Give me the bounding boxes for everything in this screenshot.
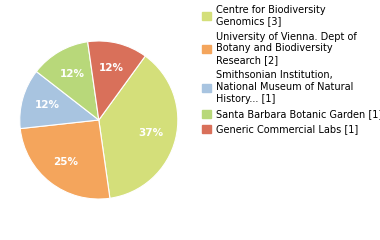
Legend: Centre for Biodiversity
Genomics [3], University of Vienna. Dept of
Botany and B: Centre for Biodiversity Genomics [3], Un… [203,5,380,134]
Wedge shape [20,72,99,129]
Text: 12%: 12% [59,68,84,78]
Wedge shape [20,120,110,199]
Text: 25%: 25% [53,157,78,168]
Wedge shape [36,42,99,120]
Wedge shape [99,56,178,198]
Text: 12%: 12% [99,63,124,73]
Wedge shape [88,41,145,120]
Text: 12%: 12% [35,100,60,110]
Text: 37%: 37% [138,128,163,138]
